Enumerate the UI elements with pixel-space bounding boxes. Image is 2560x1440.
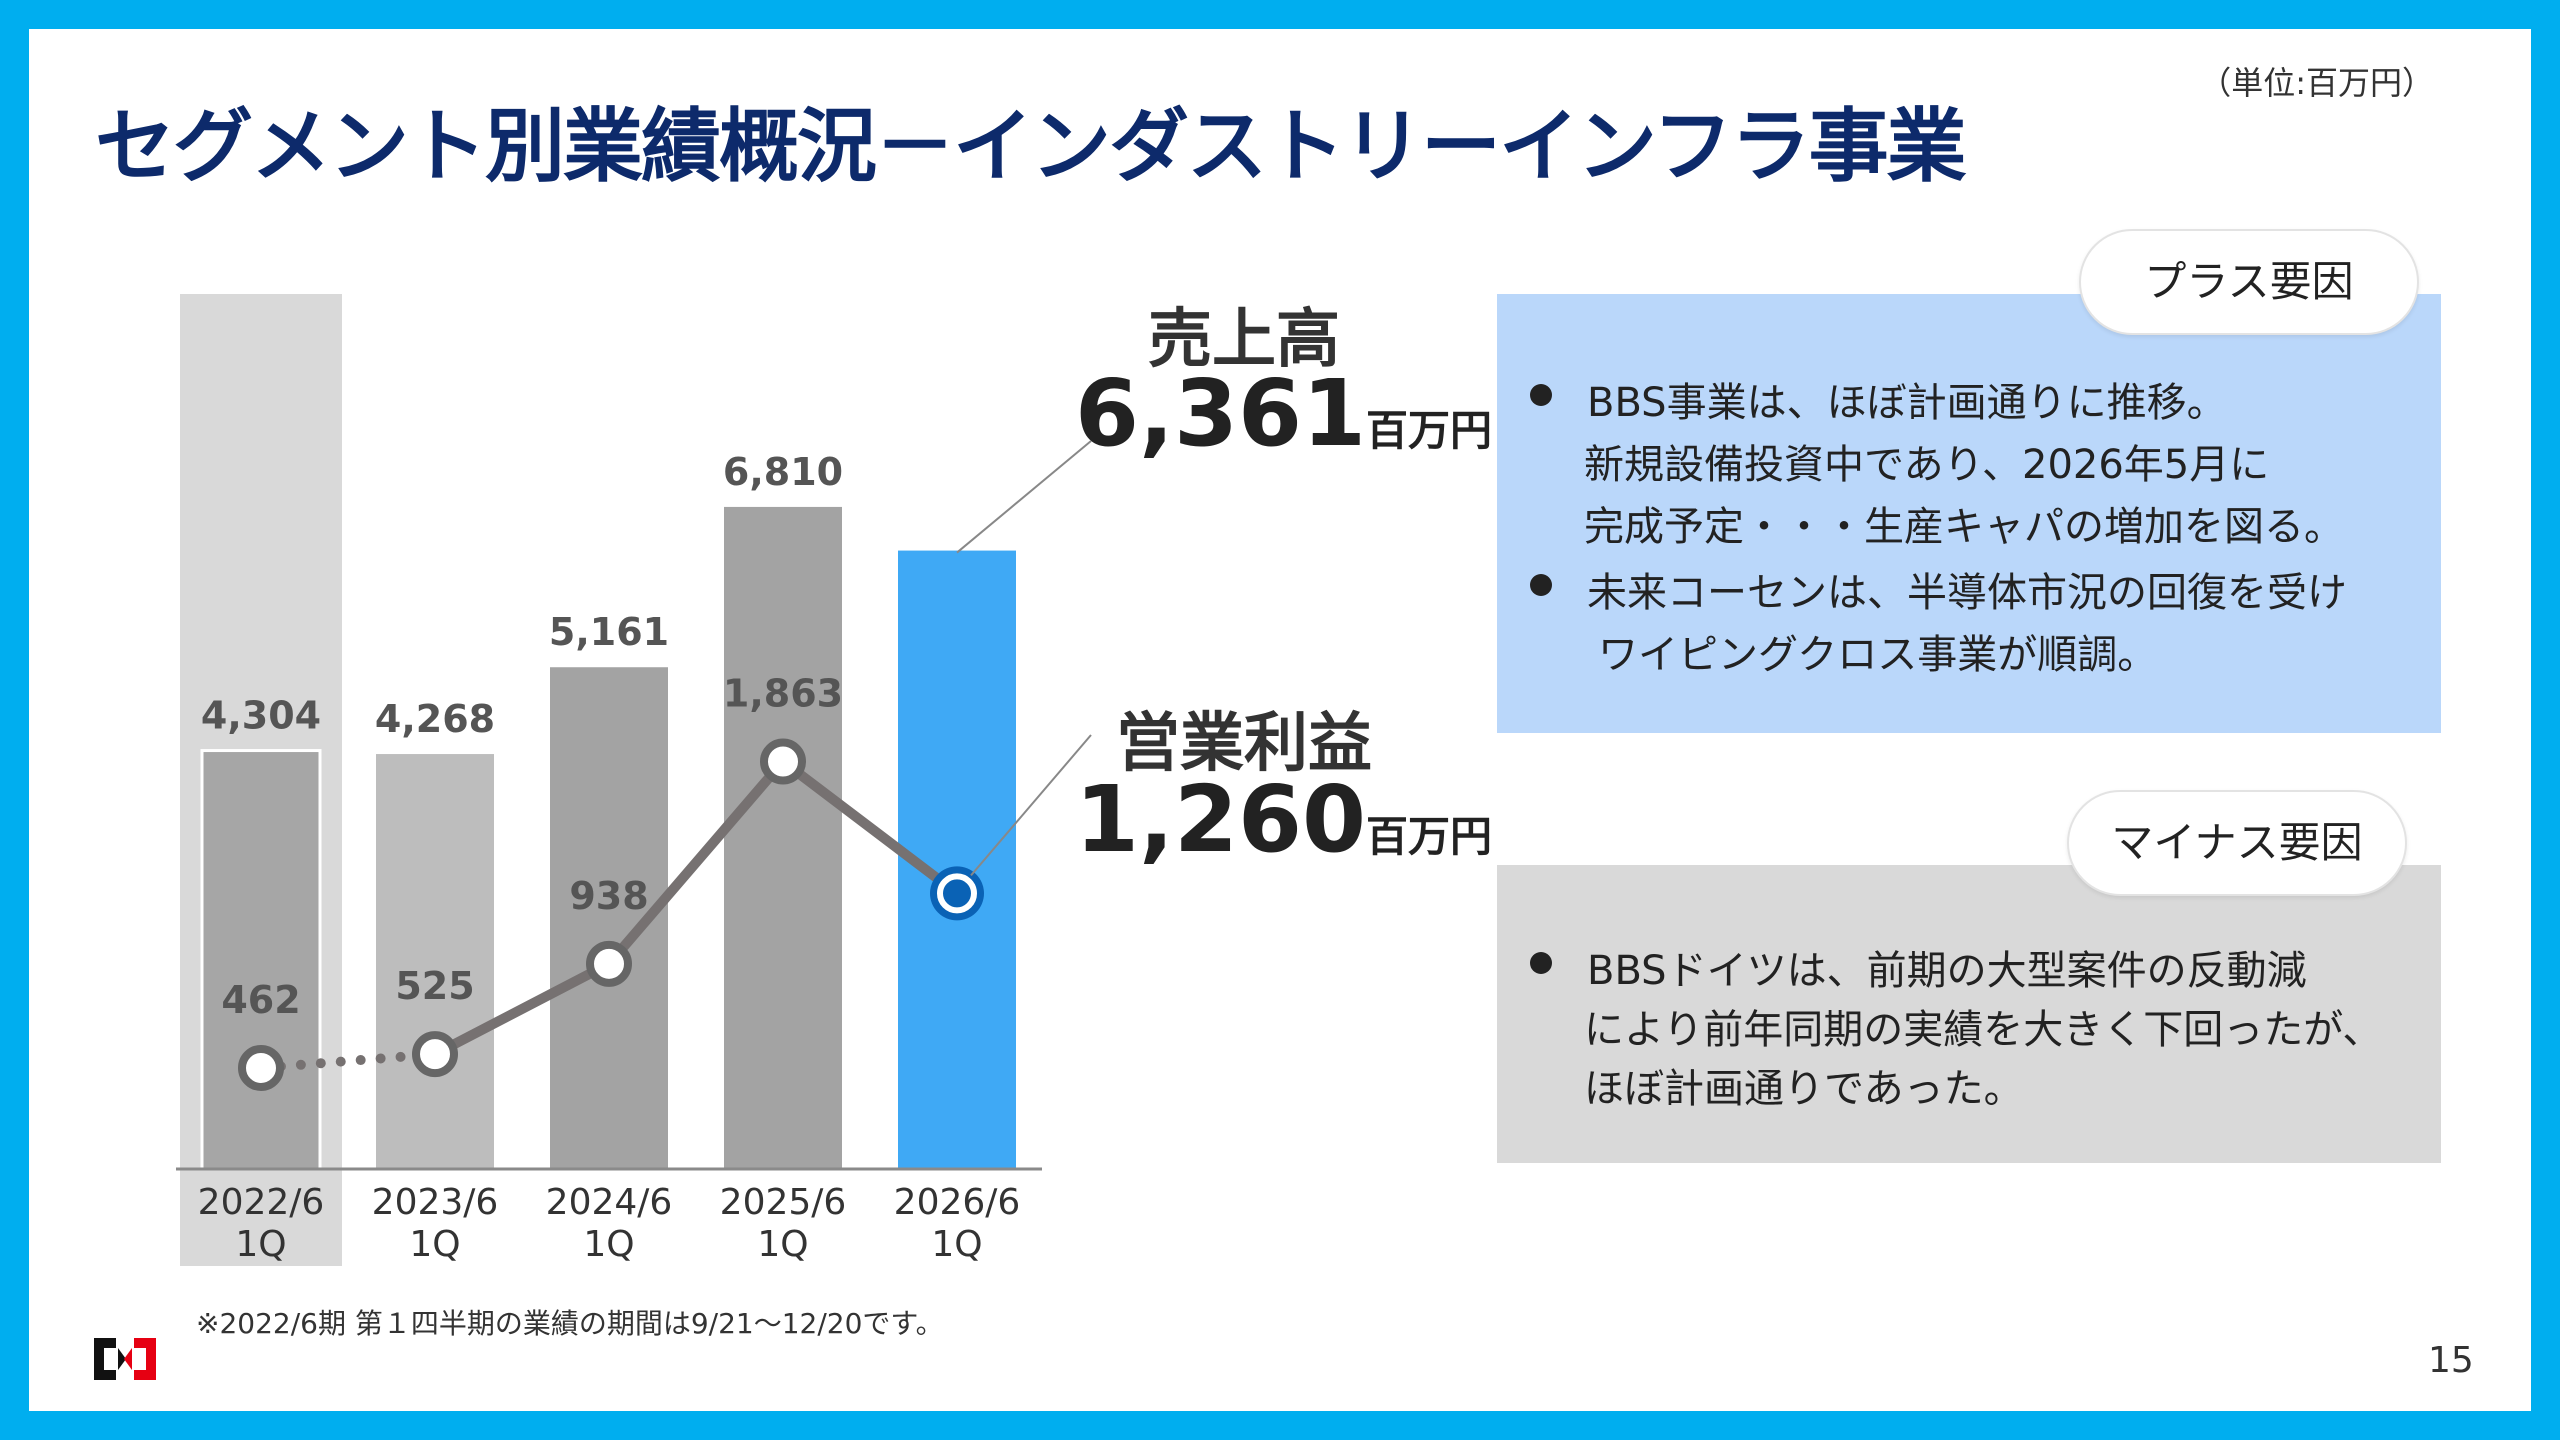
line-value-label: 462 bbox=[221, 978, 300, 1022]
x-tick-label: 2022/6 1Q bbox=[197, 1182, 325, 1265]
bar bbox=[200, 749, 322, 1171]
point bbox=[760, 738, 806, 785]
unit-note: （単位:百万円） bbox=[2199, 64, 2434, 102]
point bbox=[586, 940, 632, 987]
logo bbox=[94, 1338, 156, 1380]
bullet-text: 未来コーセンは、半導体市況の回復を受け bbox=[1587, 570, 2347, 616]
callout-unit: 百万円 bbox=[1366, 812, 1493, 861]
x-tick-label: 2025/6 1Q bbox=[719, 1182, 847, 1265]
line bbox=[432, 754, 961, 1059]
callout-unit: 百万円 bbox=[1366, 406, 1493, 455]
bar bbox=[724, 506, 842, 1170]
bullet bbox=[1530, 952, 1552, 974]
footnote: ※2022/6期 第１四半期の業績の期間は9/21～12/20です。 bbox=[196, 1307, 944, 1340]
point bbox=[238, 1044, 284, 1091]
plus-box bbox=[1497, 294, 2441, 733]
profit-callout: 1,260百万円 bbox=[1075, 766, 1492, 873]
bullet bbox=[1530, 384, 1552, 406]
profit-callout-title: 営業利益 bbox=[1116, 707, 1372, 781]
bullet-text: ほぼ計画通りであった。 bbox=[1584, 1066, 2024, 1112]
bullet-text: BBS事業は、ほぼ計画通りに推移。 bbox=[1587, 380, 2227, 426]
line-value-label: 525 bbox=[395, 964, 474, 1008]
page-number: 15 bbox=[2428, 1340, 2474, 1381]
line-value-label: 1,863 bbox=[723, 671, 843, 715]
sales-callout-value: 6,361 bbox=[1075, 360, 1367, 467]
x-tick-label: 2024/6 1Q bbox=[545, 1182, 673, 1265]
bullet-text: BBSドイツは、前期の大型案件の反動減 bbox=[1587, 948, 2307, 994]
bar-value-label: 4,268 bbox=[375, 697, 495, 741]
bullet-text: 新規設備投資中であり、2026年5月に bbox=[1584, 442, 2270, 488]
sales-callout-title: 売上高 bbox=[1148, 303, 1340, 377]
bullet-text: 完成予定・・・生産キャパの増加を図る。 bbox=[1584, 504, 2344, 550]
leader-line bbox=[956, 440, 1092, 554]
plus-tag: プラス要因 bbox=[2079, 229, 2419, 335]
profit-callout-value: 1,260 bbox=[1075, 766, 1367, 873]
minus-tag: マイナス要因 bbox=[2067, 790, 2407, 896]
bar-value-label: 6,810 bbox=[723, 450, 843, 494]
point bbox=[412, 1031, 458, 1078]
bar-value-label: 5,161 bbox=[549, 610, 669, 654]
sales-callout: 6,361百万円 bbox=[1075, 360, 1492, 467]
x-tick-label: 2026/6 1Q bbox=[893, 1182, 1021, 1265]
bullet-text: ワイピングクロス事業が順調。 bbox=[1598, 632, 2158, 678]
point bbox=[937, 873, 977, 914]
bar-value-label: 4,304 bbox=[201, 694, 321, 738]
bar bbox=[376, 754, 494, 1169]
bullet-text: により前年同期の実績を大きく下回ったが、 bbox=[1584, 1007, 2383, 1053]
x-tick-label: 2023/6 1Q bbox=[371, 1182, 499, 1265]
slide-title: セグメント別業績概況－インダストリーインフラ事業 bbox=[95, 100, 1967, 193]
leader-line bbox=[970, 734, 1092, 877]
bullet bbox=[1530, 574, 1552, 596]
line-value-label: 938 bbox=[569, 874, 648, 918]
minus-box bbox=[1497, 865, 2441, 1163]
